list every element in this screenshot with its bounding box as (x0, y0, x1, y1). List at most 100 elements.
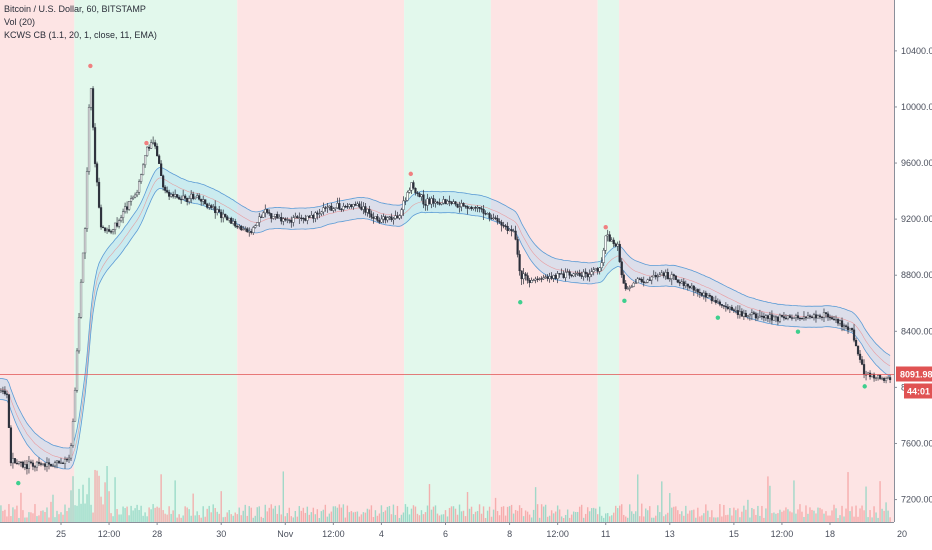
candle-body (482, 208, 485, 214)
volume-bar (374, 510, 377, 522)
volume-bar (160, 474, 162, 522)
volume-bar (725, 515, 727, 522)
candle-body (244, 228, 247, 230)
candle-body (280, 217, 283, 222)
volume-bar (753, 509, 755, 522)
volume-bar (645, 508, 647, 522)
candle-body (848, 327, 852, 331)
candle-body (29, 461, 33, 464)
candle-body (784, 317, 788, 319)
volume-bar (633, 513, 635, 522)
volume-bar (466, 492, 469, 522)
volume-bar (813, 510, 815, 522)
candle-body (380, 218, 383, 223)
volume-bar (500, 506, 503, 522)
candle-body (168, 192, 171, 197)
candle-body (778, 314, 782, 322)
candle-body (768, 314, 772, 319)
volume-bar (258, 506, 260, 522)
candle-body (192, 193, 195, 199)
candle-body (564, 272, 567, 278)
candle-body (846, 326, 850, 331)
volume-bar (841, 505, 843, 522)
volume-bar (865, 486, 867, 522)
candle-body (292, 217, 295, 223)
volume-bar (528, 514, 531, 522)
candle-body (418, 193, 421, 197)
candle-body (67, 457, 71, 461)
candle-body (11, 458, 15, 464)
volume-bar (548, 515, 551, 522)
volume-bar (170, 513, 172, 522)
volume-bar (564, 514, 567, 522)
volume-bar (114, 477, 116, 522)
candle-body (65, 459, 69, 461)
volume-bar (268, 507, 270, 522)
candle-body (620, 261, 623, 276)
volume-bar (508, 506, 511, 522)
candle-body (504, 225, 507, 227)
legend-symbol[interactable]: Bitcoin / U.S. Dollar, 60, BITSTAMP (4, 4, 146, 14)
volume-bar (655, 515, 657, 522)
volume-bar (22, 510, 24, 522)
volume-bar (510, 504, 513, 522)
volume-bar (236, 514, 238, 522)
volume-bar (332, 506, 335, 522)
price-badge: 8091.98 (896, 366, 932, 382)
candle-body (208, 205, 211, 208)
volume-bar (845, 508, 847, 522)
legend-volume[interactable]: Vol (20) (4, 17, 36, 27)
volume-bar (797, 509, 799, 522)
legend-indicator[interactable]: KCWS CB (1.1, 20, 1, close, 11, EMA) (4, 30, 157, 40)
volume-bar (208, 505, 210, 522)
candle-body (170, 194, 173, 197)
volume-bar (821, 509, 823, 522)
trend-zone-bear (619, 0, 894, 522)
volume-bar (410, 508, 413, 522)
candle-body (646, 279, 649, 283)
volume-bar (106, 466, 108, 522)
volume-bar (38, 515, 40, 522)
volume-bar (212, 504, 214, 522)
candle-body (686, 283, 689, 287)
price-axis[interactable] (894, 0, 932, 550)
volume-bar (829, 515, 831, 522)
volume-bar (540, 504, 543, 522)
volume-bar (697, 507, 699, 522)
candle-body (474, 207, 477, 209)
signal-marker-down (622, 298, 627, 304)
candle-body (55, 460, 59, 463)
volume-bar (883, 510, 885, 522)
candle-body (89, 88, 93, 108)
volume-bar (96, 470, 98, 522)
volume-bar (202, 506, 204, 522)
volume-bar (264, 504, 266, 522)
volume-bar (62, 514, 64, 522)
volume-bar (793, 480, 795, 522)
candle-body (506, 226, 509, 231)
volume-bar (869, 510, 871, 522)
volume-bar (460, 511, 463, 522)
candle-body (670, 274, 673, 279)
volume-bar (126, 506, 128, 522)
volume-bar (132, 510, 134, 522)
time-tick-label: 18 (825, 529, 835, 539)
candle-body (666, 272, 669, 280)
volume-bar (80, 503, 82, 522)
volume-bar (715, 517, 717, 522)
volume-bar (192, 493, 194, 522)
volume-bar (222, 517, 224, 522)
volume-bar (4, 509, 6, 522)
volume-bar (504, 515, 507, 522)
volume-bar (584, 513, 587, 522)
candle-body (684, 283, 687, 286)
candle-body (372, 216, 375, 219)
time-tick-label: 28 (152, 529, 162, 539)
signal-marker-down (518, 300, 523, 305)
time-axis[interactable] (0, 522, 932, 550)
volume-bar (773, 512, 775, 522)
candle-body (204, 199, 207, 205)
volume-bar (502, 506, 505, 522)
